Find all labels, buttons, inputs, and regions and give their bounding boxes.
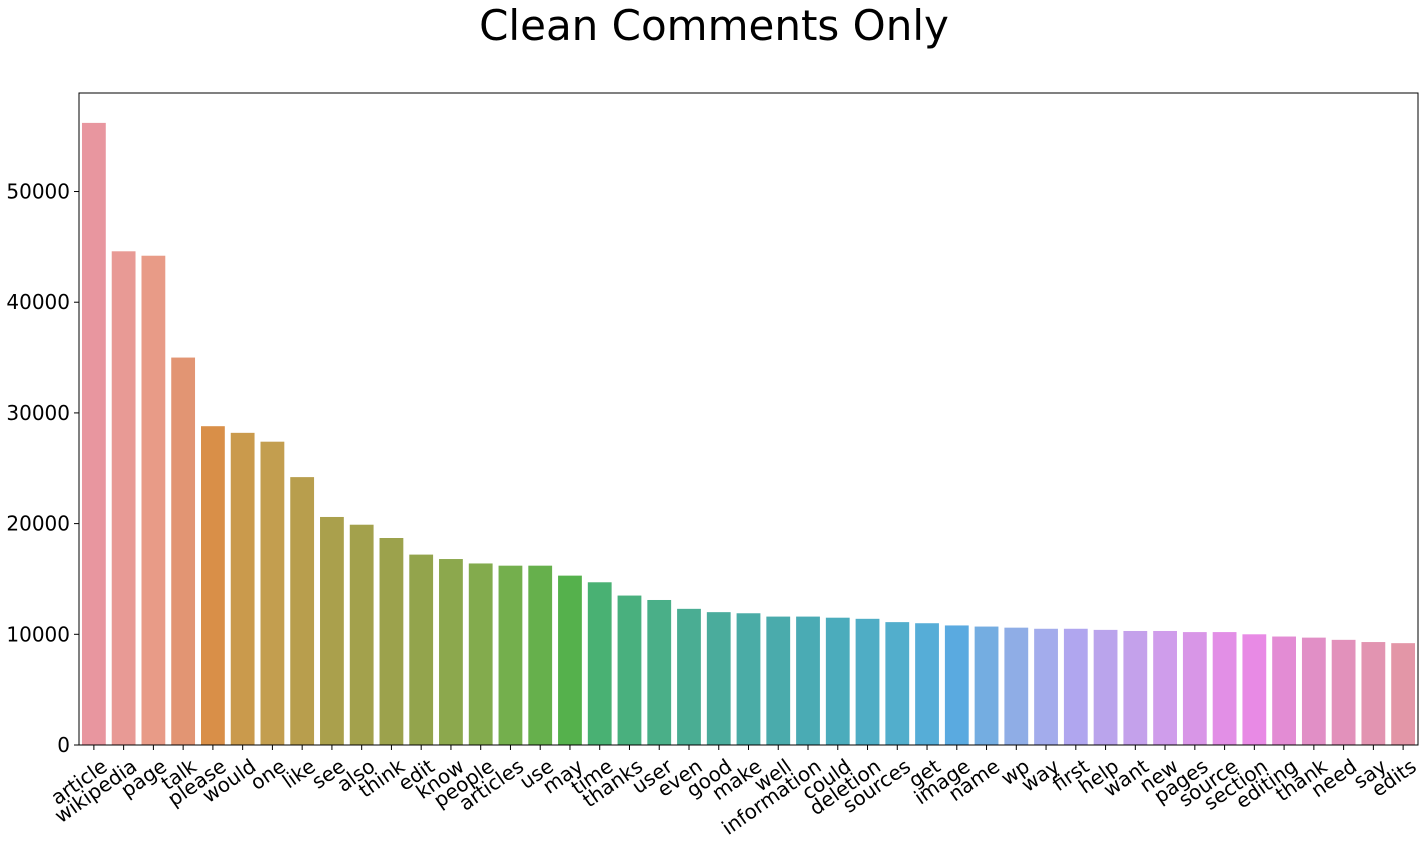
bar-good <box>706 612 731 745</box>
bar-want <box>1123 630 1148 745</box>
bar-would <box>230 432 255 745</box>
bar-see <box>320 516 344 745</box>
bar-time <box>587 582 612 745</box>
y-tick-label: 40000 <box>6 290 70 314</box>
bar-first <box>1063 628 1088 745</box>
bar-image <box>944 625 969 745</box>
bar-page <box>141 255 166 745</box>
bar-say <box>1361 642 1386 745</box>
bar-user <box>647 599 672 745</box>
chart-title: Clean Comments Only <box>479 1 949 50</box>
x-axis: articlewikipediapagetalkpleasewouldoneli… <box>46 745 1421 840</box>
bar-edits <box>1391 643 1416 745</box>
bar-think <box>379 538 404 745</box>
y-axis: 0 10000 20000 30000 40000 50000 <box>6 180 79 757</box>
bar-thank <box>1301 637 1326 745</box>
bar-source <box>1212 632 1237 745</box>
bar-editing <box>1272 636 1296 745</box>
bar-edit <box>409 554 434 745</box>
bar-pages <box>1182 632 1207 745</box>
y-tick-label: 30000 <box>6 401 70 425</box>
bar-know <box>439 559 463 745</box>
bar-name <box>974 626 999 745</box>
bar-help <box>1093 629 1118 745</box>
bar-well <box>766 616 791 745</box>
bar-wp <box>1004 627 1029 745</box>
bar-new <box>1153 630 1177 745</box>
bar-may <box>558 575 582 745</box>
bar-even <box>677 608 701 745</box>
bar-section <box>1242 634 1267 745</box>
bar-people <box>468 563 493 745</box>
bar-sources <box>885 622 910 745</box>
y-tick-label: 20000 <box>6 512 70 536</box>
bar-information <box>796 616 820 745</box>
bar-talk <box>171 357 196 745</box>
bar-need <box>1331 639 1356 745</box>
bar-also <box>349 524 374 745</box>
bar-way <box>1034 628 1058 745</box>
bar-one <box>260 441 285 745</box>
bar-like <box>290 477 315 745</box>
bar-article <box>81 122 106 745</box>
bars-layer <box>81 122 1416 746</box>
bar-make <box>736 613 761 745</box>
bar-use <box>528 565 553 745</box>
bar-wikipedia <box>111 251 136 746</box>
bar-get <box>915 623 939 745</box>
bar-could <box>825 617 850 745</box>
bar-please <box>201 426 225 745</box>
bar-thanks <box>617 595 642 745</box>
bar-articles <box>498 565 523 745</box>
bar-deletion <box>855 618 880 745</box>
y-tick-label: 50000 <box>6 180 70 204</box>
y-tick-label: 10000 <box>6 622 70 646</box>
y-tick-label: 0 <box>57 733 70 757</box>
